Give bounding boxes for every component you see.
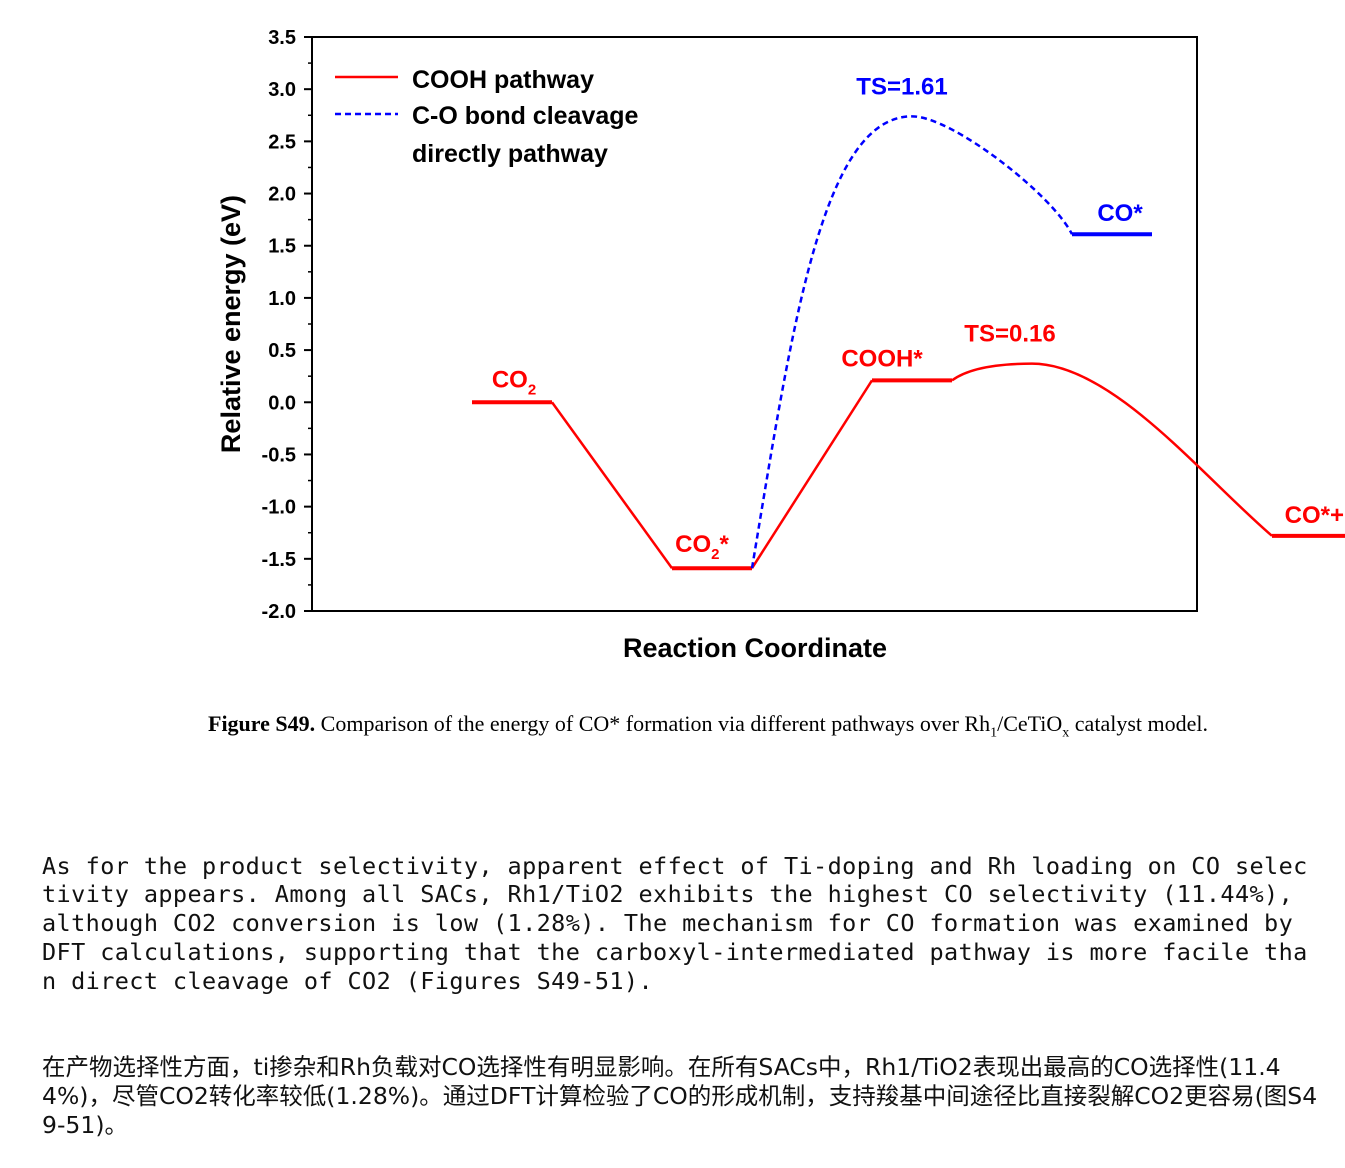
legend: COOH pathway C-O bond cleavage directly … bbox=[335, 66, 639, 168]
connector-co2-to-co2-ads bbox=[550, 401, 674, 569]
legend-label-co-cleavage-line1: C-O bond cleavage bbox=[412, 102, 639, 130]
caption-sub-2: x bbox=[1062, 725, 1070, 741]
ts-label-co-cleavage: TS=1.61 bbox=[856, 73, 947, 100]
ts-label-cooh: TS=0.16 bbox=[964, 321, 1055, 348]
y-axis: 3.5 3.0 2.5 2.0 1.5 1.0 0.5 0.0 -0.5 -1.0 -1.5 -2.0 bbox=[262, 27, 312, 623]
caption-sub-1: 1 bbox=[990, 725, 998, 741]
x-axis-label: Reaction Coordinate bbox=[623, 633, 887, 663]
state-label-co-oh: CO*+OH* bbox=[1285, 502, 1345, 529]
y-tick-label: 1.5 bbox=[268, 236, 296, 258]
y-tick-label: -1.5 bbox=[262, 549, 296, 571]
y-tick-label: -1.0 bbox=[262, 497, 296, 519]
paragraph-english: As for the product selectivity, apparent… bbox=[42, 851, 1308, 995]
y-tick-label: 3.0 bbox=[268, 79, 296, 101]
body-paragraphs: As for the product selectivity, apparent… bbox=[42, 794, 1322, 1168]
y-tick-label: 3.5 bbox=[268, 27, 296, 49]
figure-label: Figure S49. bbox=[208, 711, 316, 736]
legend-label-co-cleavage-line2: directly pathway bbox=[412, 140, 608, 168]
state-label-cooh: COOH* bbox=[841, 345, 923, 372]
state-label-co2-ads: CO2* bbox=[675, 531, 729, 563]
y-tick-label: 1.0 bbox=[268, 288, 296, 310]
figure-caption: Figure S49. Comparison of the energy of … bbox=[208, 702, 1228, 755]
energy-profile-chart: 3.5 3.0 2.5 2.0 1.5 1.0 0.5 0.0 -0.5 -1.0 -1.5 -2.0… bbox=[216, 27, 1345, 663]
y-tick-label: 0.5 bbox=[268, 340, 296, 362]
y-tick-label: 2.0 bbox=[268, 184, 296, 206]
y-tick-label: 2.5 bbox=[268, 131, 296, 153]
caption-text-1: Comparison of the energy of CO* formatio… bbox=[315, 711, 991, 736]
legend-label-cooh: COOH pathway bbox=[412, 66, 594, 94]
caption-text-3: catalyst model. bbox=[1069, 711, 1208, 736]
paragraph-chinese: 在产物选择性方面，ti掺杂和Rh负载对CO选择性有明显影响。在所有SACs中，R… bbox=[42, 1053, 1318, 1139]
series-layer: CO2 CO2* COOH* TS=0.16 CO*+OH* TS=1.61 CO* bbox=[472, 73, 1345, 571]
caption-text-2: /CeTiO bbox=[997, 711, 1063, 736]
y-tick-label: -0.5 bbox=[262, 444, 296, 466]
ts-curve-cooh-pathway bbox=[951, 362, 1273, 537]
y-tick-label: -2.0 bbox=[262, 601, 296, 623]
y-tick-label: 0.0 bbox=[268, 392, 296, 414]
state-label-co-ads: CO* bbox=[1097, 200, 1143, 227]
y-axis-label: Relative energy (eV) bbox=[216, 195, 246, 453]
connector-co2-ads-to-cooh bbox=[750, 379, 874, 569]
state-label-co2: CO2 bbox=[492, 366, 536, 398]
ts-curve-co-cleavage-pathway bbox=[750, 115, 1074, 569]
